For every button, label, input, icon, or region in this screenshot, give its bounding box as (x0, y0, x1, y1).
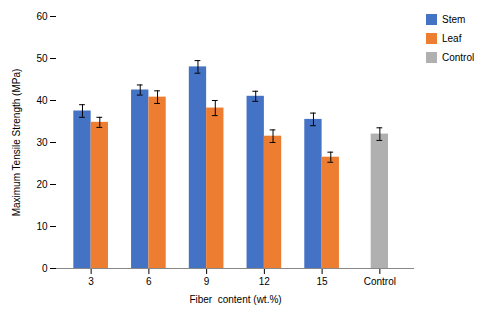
html-text:Stem: Stem (442, 14, 466, 25)
svg-text:Maximum Tensile Strength (MPa): Maximum Tensile Strength (MPa) (11, 69, 22, 217)
svg-text:3: 3 (88, 276, 94, 287)
svg-text:60: 60 (36, 11, 48, 22)
svg-text:50: 50 (36, 53, 48, 64)
svg-text:10: 10 (36, 221, 48, 232)
svg-text:Control: Control (364, 276, 396, 287)
svg-text:6: 6 (146, 276, 152, 287)
svg-text:20: 20 (36, 179, 48, 190)
html-text:Leaf: Leaf (442, 33, 462, 44)
svg-text:12: 12 (259, 276, 271, 287)
svg-text:0: 0 (42, 263, 48, 274)
svg-text:15: 15 (317, 276, 329, 287)
svg-text:40: 40 (36, 95, 48, 106)
svg-text:9: 9 (204, 276, 210, 287)
svg-text:30: 30 (36, 137, 48, 148)
html-text:Control: Control (442, 52, 475, 63)
svg-text:Fiber content (wt.%): Fiber content (wt.%) (189, 294, 281, 305)
